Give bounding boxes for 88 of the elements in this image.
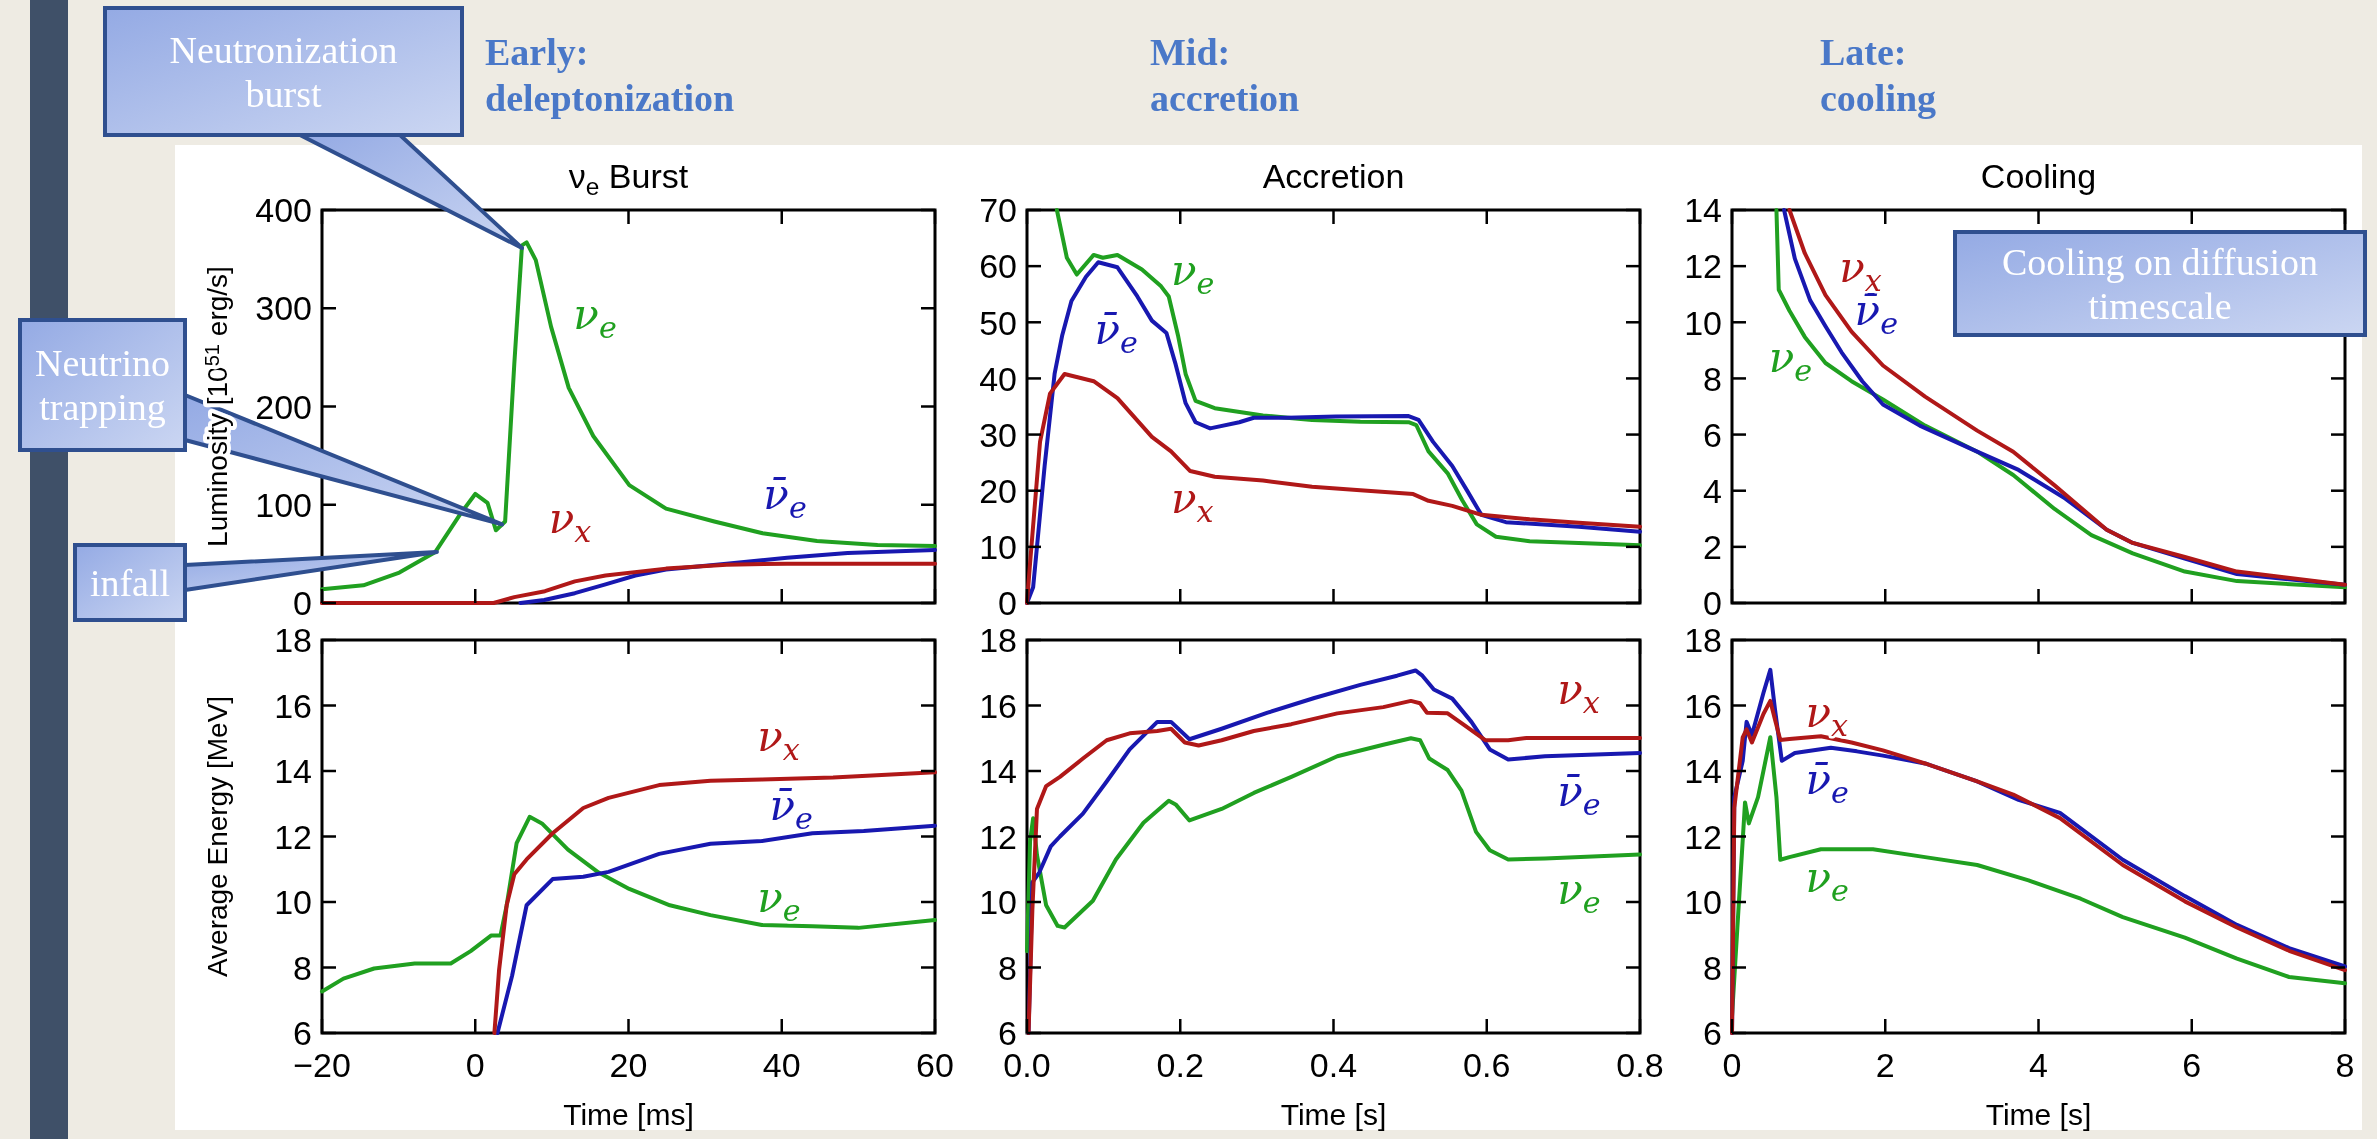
series-label: ν$_{x}$: [548, 494, 592, 550]
annotation: infall: [89, 561, 171, 604]
x-tick-label: 0.2: [1156, 1046, 1204, 1084]
series-label: ν$_{e}$: [573, 289, 617, 345]
y-tick-label: 10: [979, 883, 1017, 922]
text: Early: deleptonization: [485, 31, 735, 119]
line-series: [1025, 736, 1642, 954]
y-tick-label: 12: [1684, 247, 1722, 286]
series-label: ν̄$_{e}$: [1094, 305, 1138, 361]
x-tick-label: 60: [916, 1046, 954, 1084]
y-tick-label: 30: [979, 415, 1017, 454]
series-label: ν$_{e}$: [757, 872, 801, 928]
x-axis-title: Time [s]: [1985, 1098, 2092, 1131]
x-tick-label: 20: [609, 1046, 648, 1084]
line-series: [320, 561, 937, 605]
y-tick-label: 10: [274, 883, 312, 922]
y-tick-label: 18: [274, 621, 312, 660]
y-tick-label: 2: [1703, 528, 1722, 567]
y-tick-label: 0: [998, 584, 1017, 623]
text: Late: cooling: [1820, 31, 1937, 119]
y-tick-label: 50: [979, 303, 1017, 342]
y-tick-label: 10: [979, 528, 1017, 567]
y-tick-label: 18: [1684, 621, 1722, 660]
x-axis-title: Time [ms]: [563, 1098, 694, 1131]
series-label: ν̄$_{e}$: [769, 780, 813, 836]
y-tick-label: 0: [1703, 584, 1722, 623]
y-tick-label: 14: [274, 752, 312, 791]
x-tick-label: 8: [2335, 1046, 2355, 1084]
line-series: [1025, 371, 1642, 605]
y-tick-label: 16: [979, 686, 1017, 725]
text: Neutronization burst: [169, 28, 398, 115]
y-tick-label: 0: [293, 584, 312, 623]
y-tick-label: 8: [293, 948, 312, 987]
series-label: ν̄$_{e}$: [763, 470, 807, 526]
series-label: ν$_{x}$: [1557, 664, 1600, 720]
series-label: ν$_{e}$: [1805, 853, 1850, 909]
x-tick-label: 2: [1875, 1046, 1895, 1084]
y-tick-label: 12: [274, 817, 312, 856]
annotation: Neutrino trapping: [34, 342, 171, 429]
y-tick-label: 10: [1684, 303, 1722, 342]
chart-title: Cooling: [1980, 157, 2097, 195]
y-axis-title: Average Energy [MeV]: [202, 695, 233, 978]
y-tick-label: 16: [1684, 686, 1722, 725]
x-tick-label: 4: [2029, 1046, 2048, 1084]
y-tick-label: 8: [998, 948, 1017, 987]
x-tick-label: 0: [465, 1046, 485, 1084]
series-label: ν$_{e}$: [1768, 332, 1813, 388]
y-tick-label: 100: [255, 485, 312, 524]
y-tick-label: 8: [1703, 948, 1722, 987]
series-label: ν̄$_{e}$: [1557, 766, 1601, 822]
series-label: ν$_{x}$: [1805, 688, 1849, 744]
chart-title: ν$_{e}$ Burst: [568, 157, 689, 201]
annotation: Cooling on diffusion timescale: [2002, 240, 2318, 327]
y-tick-label: 40: [979, 359, 1017, 398]
series-label: ν$_{x}$: [757, 711, 800, 767]
y-tick-label: 60: [979, 247, 1017, 286]
line-series: [320, 240, 937, 592]
series-label: ν̄$_{e}$: [1805, 755, 1850, 811]
x-tick-label: 0.8: [1616, 1046, 1664, 1084]
y-tick-label: 20: [979, 471, 1017, 510]
x-tick-label: 40: [762, 1046, 801, 1084]
y-tick-label: 14: [1684, 191, 1722, 230]
y-tick-label: 8: [1703, 359, 1722, 398]
y-tick-label: 14: [1684, 752, 1722, 791]
y-tick-label: 12: [1684, 817, 1722, 856]
y-tick-label: 10: [1684, 883, 1722, 922]
text: Mid: accretion: [1150, 31, 1300, 119]
chart-title: Accretion: [1262, 157, 1405, 195]
y-tick-label: 6: [1703, 1014, 1722, 1053]
y-tick-label: 16: [274, 686, 312, 725]
x-tick-label: 0.6: [1463, 1046, 1511, 1084]
y-tick-label: 4: [1703, 471, 1722, 510]
y-tick-label: 12: [979, 817, 1017, 856]
series-label: ν$_{x}$: [1171, 474, 1214, 530]
y-tick-label: 70: [979, 191, 1017, 230]
series-label: ν$_{e}$: [1171, 246, 1215, 302]
series-label: ν$_{e}$: [1557, 865, 1601, 921]
x-tick-label: 6: [2182, 1046, 2202, 1084]
line-series: [492, 770, 937, 1035]
line-series: [1054, 208, 1642, 548]
y-tick-label: 14: [979, 752, 1017, 791]
x-tick-label: 0.4: [1309, 1046, 1358, 1084]
y-tick-label: 400: [255, 191, 312, 230]
y-tick-label: 300: [255, 289, 312, 328]
x-axis-title: Time [s]: [1280, 1098, 1387, 1131]
y-tick-label: 6: [1703, 415, 1722, 454]
y-tick-label: 18: [979, 621, 1017, 660]
y-tick-label: 200: [255, 387, 312, 426]
